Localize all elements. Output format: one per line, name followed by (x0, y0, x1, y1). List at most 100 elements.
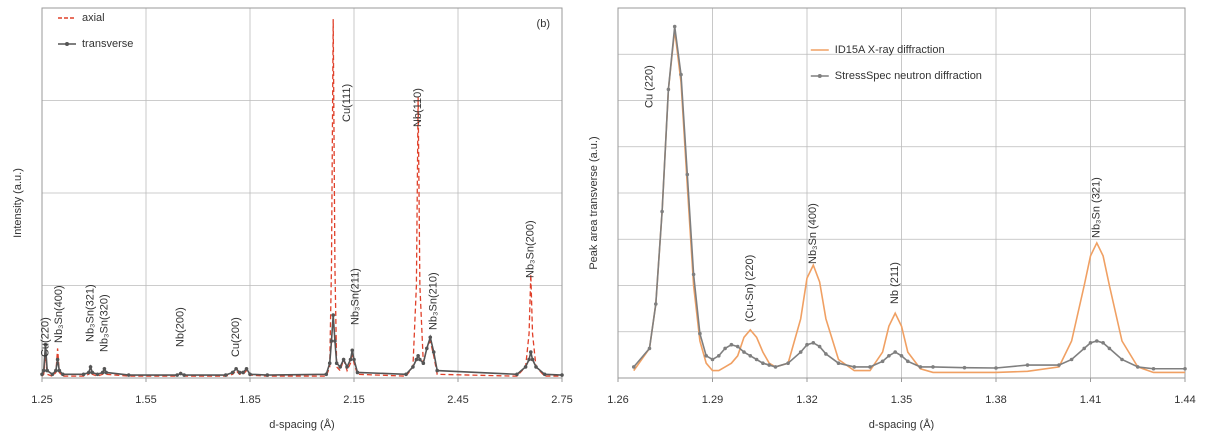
x-tick-label: 1.32 (796, 394, 817, 406)
series-marker (87, 370, 91, 375)
series-marker (355, 370, 360, 375)
series-marker (1101, 341, 1105, 345)
series-marker (515, 372, 519, 377)
series-marker (341, 357, 346, 362)
series-marker (542, 372, 547, 377)
series-marker (679, 72, 683, 77)
series-marker (244, 366, 249, 371)
series-marker (754, 357, 759, 362)
series-marker (104, 370, 108, 375)
series-marker (404, 372, 408, 377)
panel-label: (b) (537, 18, 550, 30)
peak-label: Nb₃Sn(200) (525, 220, 537, 278)
series-marker (868, 365, 872, 369)
x-tick-label: 1.26 (607, 394, 628, 406)
peak-label: Nb (211) (889, 262, 901, 304)
series-marker (248, 372, 252, 377)
legend-label: ID15A X-ray diffraction (835, 44, 945, 56)
series-marker (234, 366, 238, 371)
series-marker (230, 370, 235, 375)
series-marker (1107, 346, 1112, 351)
y-axis-label: Intensity (a.u.) (12, 168, 24, 238)
series-marker (237, 370, 242, 375)
series-marker (90, 370, 95, 375)
x-tick-label: 1.41 (1080, 394, 1101, 406)
series-marker (425, 346, 429, 351)
peak-label: Nb(200) (175, 307, 187, 347)
series-marker (1088, 341, 1093, 345)
series-marker (182, 373, 186, 377)
series-marker (334, 361, 339, 366)
series-marker (824, 352, 828, 356)
series-marker (331, 313, 336, 317)
series-marker (333, 339, 337, 343)
series-marker (735, 344, 740, 349)
series-marker (534, 365, 538, 369)
series-marker (431, 350, 436, 354)
legend-marker (65, 42, 69, 46)
y-axis-label: Peak area transverse (a.u.) (588, 136, 600, 269)
series-marker (893, 350, 897, 354)
x-tick-label: 1.38 (985, 394, 1006, 406)
x-tick-label: 1.44 (1174, 394, 1195, 406)
series-line (633, 26, 1185, 370)
x-tick-label: 1.35 (891, 394, 912, 406)
series-marker (798, 350, 803, 354)
series-marker (126, 373, 131, 377)
series-marker (931, 365, 935, 369)
series-marker (685, 172, 690, 177)
legend: axial transverse (58, 12, 133, 50)
series-marker (57, 368, 62, 373)
series-marker (805, 342, 809, 347)
peak-label: Cu(220) (39, 317, 51, 357)
series-marker (660, 209, 664, 214)
series-marker (691, 272, 696, 277)
series-marker (710, 357, 715, 362)
series-marker (836, 361, 841, 366)
peak-label: (Cu-Sn) (220) (744, 255, 756, 322)
series-line (41, 315, 563, 376)
series-marker (666, 87, 671, 92)
series-marker (817, 344, 822, 349)
series-marker (55, 357, 60, 362)
peak-label: Nb₃Sn (321) (1091, 177, 1103, 238)
series-marker (241, 370, 245, 375)
series-marker (352, 357, 356, 362)
series-marker (416, 354, 420, 358)
peak-label: Cu(111) (341, 84, 353, 122)
series-marker (529, 350, 533, 354)
series-marker (631, 365, 636, 369)
series-marker (1057, 363, 1061, 367)
series-marker (1151, 366, 1156, 371)
series-marker (54, 368, 58, 373)
series-marker (773, 365, 778, 369)
series-marker (348, 357, 353, 362)
x-axis-label: d-spacing (Å) (869, 418, 934, 431)
series-marker (324, 372, 329, 377)
series-marker (50, 372, 55, 377)
series-marker (81, 372, 86, 377)
legend-marker (817, 74, 822, 78)
series-marker (61, 372, 65, 377)
series-marker (41, 368, 46, 373)
series-marker (880, 359, 885, 364)
series-marker (95, 372, 100, 377)
series-marker (1082, 346, 1086, 351)
peak-label: Nb₃Sn(400) (53, 285, 65, 343)
series-marker (852, 365, 857, 369)
legend-label: transverse (82, 38, 133, 50)
series-marker (560, 373, 564, 377)
series-marker (742, 350, 746, 354)
series-marker (899, 354, 904, 358)
series-marker (811, 341, 816, 345)
series-marker (327, 361, 332, 366)
series-marker (1095, 339, 1099, 343)
peak-label: Cu (220) (643, 65, 655, 108)
x-tick-label: 1.25 (31, 394, 52, 406)
series-marker (647, 346, 652, 351)
series-marker (435, 368, 440, 373)
series-marker (729, 342, 734, 347)
x-tick-label: 1.55 (135, 394, 156, 406)
series-line (633, 30, 1185, 374)
